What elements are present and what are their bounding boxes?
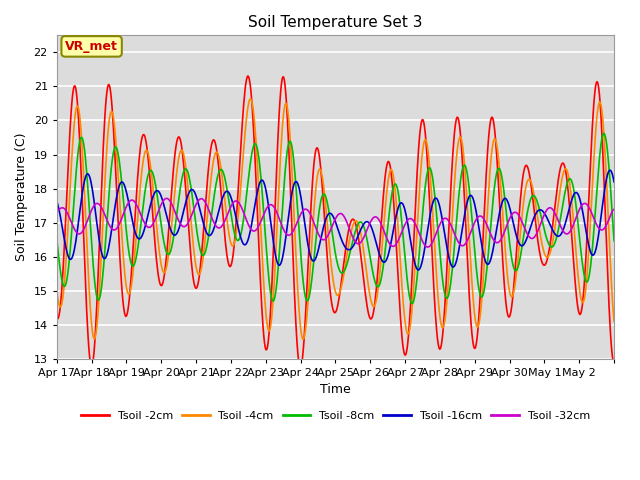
Tsoil -32cm: [221, 216, 229, 222]
Tsoil -2cm: [610, 360, 618, 366]
Text: VR_met: VR_met: [65, 40, 118, 53]
Tsoil -32cm: [249, 228, 257, 234]
Tsoil -32cm: [163, 195, 170, 201]
Line: Tsoil -16cm: Tsoil -16cm: [57, 170, 614, 270]
Line: Tsoil -8cm: Tsoil -8cm: [57, 133, 614, 304]
Tsoil -2cm: [296, 365, 304, 371]
Tsoil -8cm: [610, 238, 618, 244]
Tsoil -16cm: [415, 267, 422, 273]
Tsoil -4cm: [118, 239, 126, 244]
Tsoil -4cm: [247, 96, 255, 102]
Tsoil -8cm: [118, 185, 126, 191]
Tsoil -2cm: [270, 230, 278, 236]
Tsoil -16cm: [610, 179, 618, 185]
Tsoil -2cm: [244, 73, 252, 79]
Tsoil -4cm: [610, 318, 618, 324]
Tsoil -2cm: [394, 279, 402, 285]
Title: Soil Temperature Set 3: Soil Temperature Set 3: [248, 15, 422, 30]
X-axis label: Time: Time: [320, 384, 351, 396]
Tsoil -4cm: [53, 288, 61, 294]
Tsoil -16cm: [425, 220, 433, 226]
Tsoil -8cm: [425, 165, 433, 171]
Tsoil -8cm: [53, 237, 61, 242]
Tsoil -2cm: [221, 232, 228, 238]
Tsoil -4cm: [249, 105, 257, 111]
Tsoil -16cm: [606, 168, 614, 173]
Tsoil -4cm: [394, 228, 402, 233]
Tsoil -32cm: [394, 239, 401, 245]
Line: Tsoil -2cm: Tsoil -2cm: [57, 76, 614, 368]
Tsoil -8cm: [393, 183, 401, 189]
Tsoil -4cm: [300, 336, 307, 342]
Tsoil -32cm: [426, 243, 433, 249]
Tsoil -2cm: [53, 315, 61, 321]
Tsoil -8cm: [269, 298, 277, 304]
Tsoil -2cm: [118, 290, 126, 296]
Tsoil -32cm: [53, 208, 61, 214]
Legend: Tsoil -2cm, Tsoil -4cm, Tsoil -8cm, Tsoil -16cm, Tsoil -32cm: Tsoil -2cm, Tsoil -4cm, Tsoil -8cm, Tsoi…: [77, 407, 595, 425]
Tsoil -16cm: [221, 190, 228, 196]
Tsoil -16cm: [118, 179, 126, 185]
Tsoil -16cm: [393, 210, 401, 216]
Tsoil -16cm: [53, 199, 61, 204]
Tsoil -16cm: [269, 239, 277, 245]
Tsoil -32cm: [270, 204, 278, 210]
Line: Tsoil -4cm: Tsoil -4cm: [57, 99, 614, 339]
Tsoil -8cm: [248, 148, 256, 154]
Tsoil -4cm: [270, 283, 278, 288]
Tsoil -4cm: [221, 196, 228, 202]
Tsoil -2cm: [249, 116, 257, 122]
Tsoil -2cm: [426, 198, 433, 204]
Y-axis label: Soil Temperature (C): Soil Temperature (C): [15, 133, 28, 262]
Tsoil -32cm: [424, 244, 432, 250]
Tsoil -32cm: [610, 206, 618, 212]
Tsoil -16cm: [248, 218, 256, 224]
Tsoil -8cm: [600, 131, 608, 136]
Tsoil -8cm: [408, 301, 416, 307]
Tsoil -8cm: [221, 174, 228, 180]
Line: Tsoil -32cm: Tsoil -32cm: [57, 198, 614, 247]
Tsoil -4cm: [426, 163, 433, 168]
Tsoil -32cm: [118, 214, 126, 220]
